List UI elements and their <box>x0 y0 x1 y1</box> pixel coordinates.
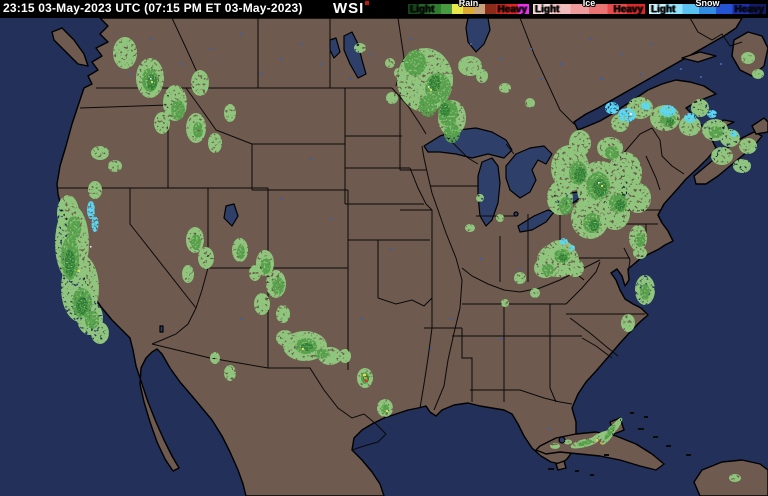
radar-intense-specks <box>78 78 632 444</box>
logo-mark-icon <box>365 1 370 5</box>
header-bar: 23:15 03-May-2023 UTC (07:15 PM ET 03-Ma… <box>0 0 768 18</box>
legend-ice-heavy-label: Heavy <box>613 4 643 15</box>
legend-rain-gradient <box>407 3 530 15</box>
legend-snow-light-label: Light <box>651 4 676 15</box>
small-lake-specks <box>130 33 722 448</box>
legend-ice: Ice Light Heavy <box>532 0 646 18</box>
wsi-logo: WSI <box>333 0 370 17</box>
lake-erie <box>517 209 555 233</box>
timestamp: 23:15 03-May-2023 UTC (07:15 PM ET 03-Ma… <box>3 1 303 15</box>
legend-snow: Snow Light Heavy <box>648 0 767 18</box>
radar-map-image <box>0 18 768 496</box>
great-salt-lake <box>223 203 239 227</box>
radar-snow-layer <box>87 102 738 251</box>
lake-michigan <box>477 157 501 227</box>
legend-rain-heavy-label: Heavy <box>497 4 527 15</box>
timestamp-utc: 23:15 03-May-2023 UTC <box>3 1 141 15</box>
lake-winnipeg <box>343 31 367 79</box>
legend-rain-title: Rain <box>458 0 479 8</box>
legend-ice-light-label: Light <box>535 4 560 15</box>
legend-snow-gradient <box>648 3 767 15</box>
legend-ice-title: Ice <box>582 0 596 8</box>
island-specks <box>548 412 691 476</box>
legend-snow-title: Snow <box>695 0 720 8</box>
legend-ice-gradient <box>532 3 646 15</box>
lake-okeechobee <box>558 436 566 444</box>
legend-rain: Rain Light Heavy <box>407 0 530 18</box>
legend-snow-heavy-label: Heavy <box>734 4 764 15</box>
legend-rain-light-label: Light <box>410 4 435 15</box>
lake-huron <box>505 145 553 199</box>
timestamp-local: (07:15 PM ET 03-May-2023) <box>140 1 303 15</box>
